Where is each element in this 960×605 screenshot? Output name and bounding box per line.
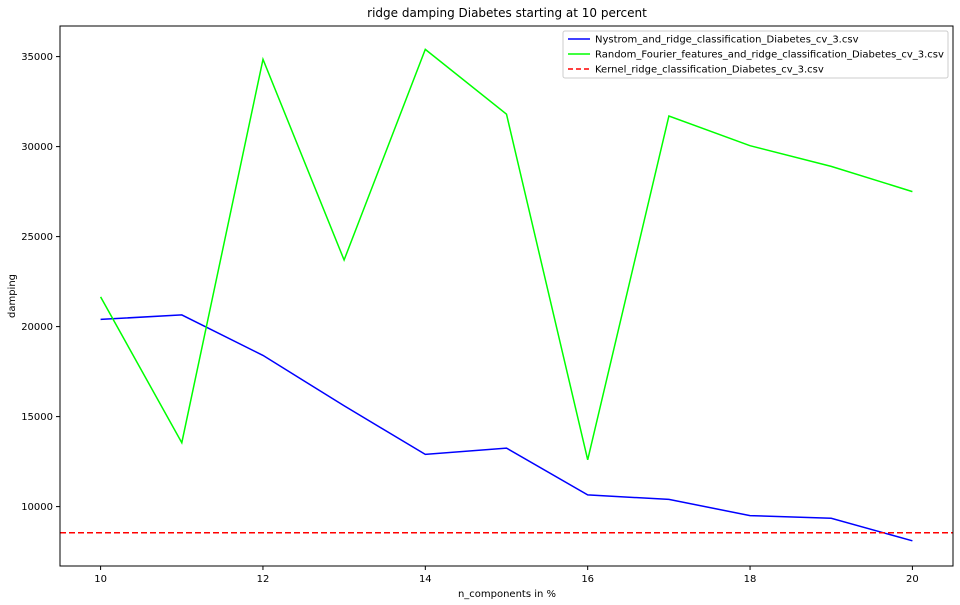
y-tick-label: 35000 xyxy=(21,52,53,63)
chart-title: ridge damping Diabetes starting at 10 pe… xyxy=(367,6,647,20)
x-tick-label: 10 xyxy=(94,574,107,585)
legend-box xyxy=(562,30,949,79)
x-tick-label: 18 xyxy=(744,574,757,585)
y-tick-label: 30000 xyxy=(21,142,53,153)
y-axis: 10000 15000 20000 25000 30000 35000 xyxy=(21,52,60,513)
x-tick-label: 16 xyxy=(581,574,594,585)
legend: Nystrom_and_ridge_classification_Diabete… xyxy=(562,30,949,79)
x-axis-label: n_components in % xyxy=(458,589,556,600)
series-line-1 xyxy=(99,48,913,460)
x-axis: 10 12 14 16 18 20 xyxy=(94,566,919,585)
x-tick-label: 12 xyxy=(257,574,270,585)
legend-label: Kernel_ridge_classification_Diabetes_cv_… xyxy=(595,65,824,76)
y-axis-label: damping xyxy=(7,274,18,318)
series-line-0 xyxy=(100,314,913,542)
legend-label: Nystrom_and_ridge_classification_Diabete… xyxy=(595,35,859,46)
plot-area xyxy=(60,48,953,542)
x-tick-label: 20 xyxy=(906,574,919,585)
legend-label: Random_Fourier_features_and_ridge_classi… xyxy=(595,50,944,61)
y-tick-label: 20000 xyxy=(21,322,53,333)
y-tick-label: 15000 xyxy=(21,412,53,423)
y-tick-label: 10000 xyxy=(21,502,53,513)
x-tick-label: 14 xyxy=(419,574,432,585)
y-tick-label: 25000 xyxy=(21,232,53,243)
plot-frame xyxy=(59,25,954,567)
